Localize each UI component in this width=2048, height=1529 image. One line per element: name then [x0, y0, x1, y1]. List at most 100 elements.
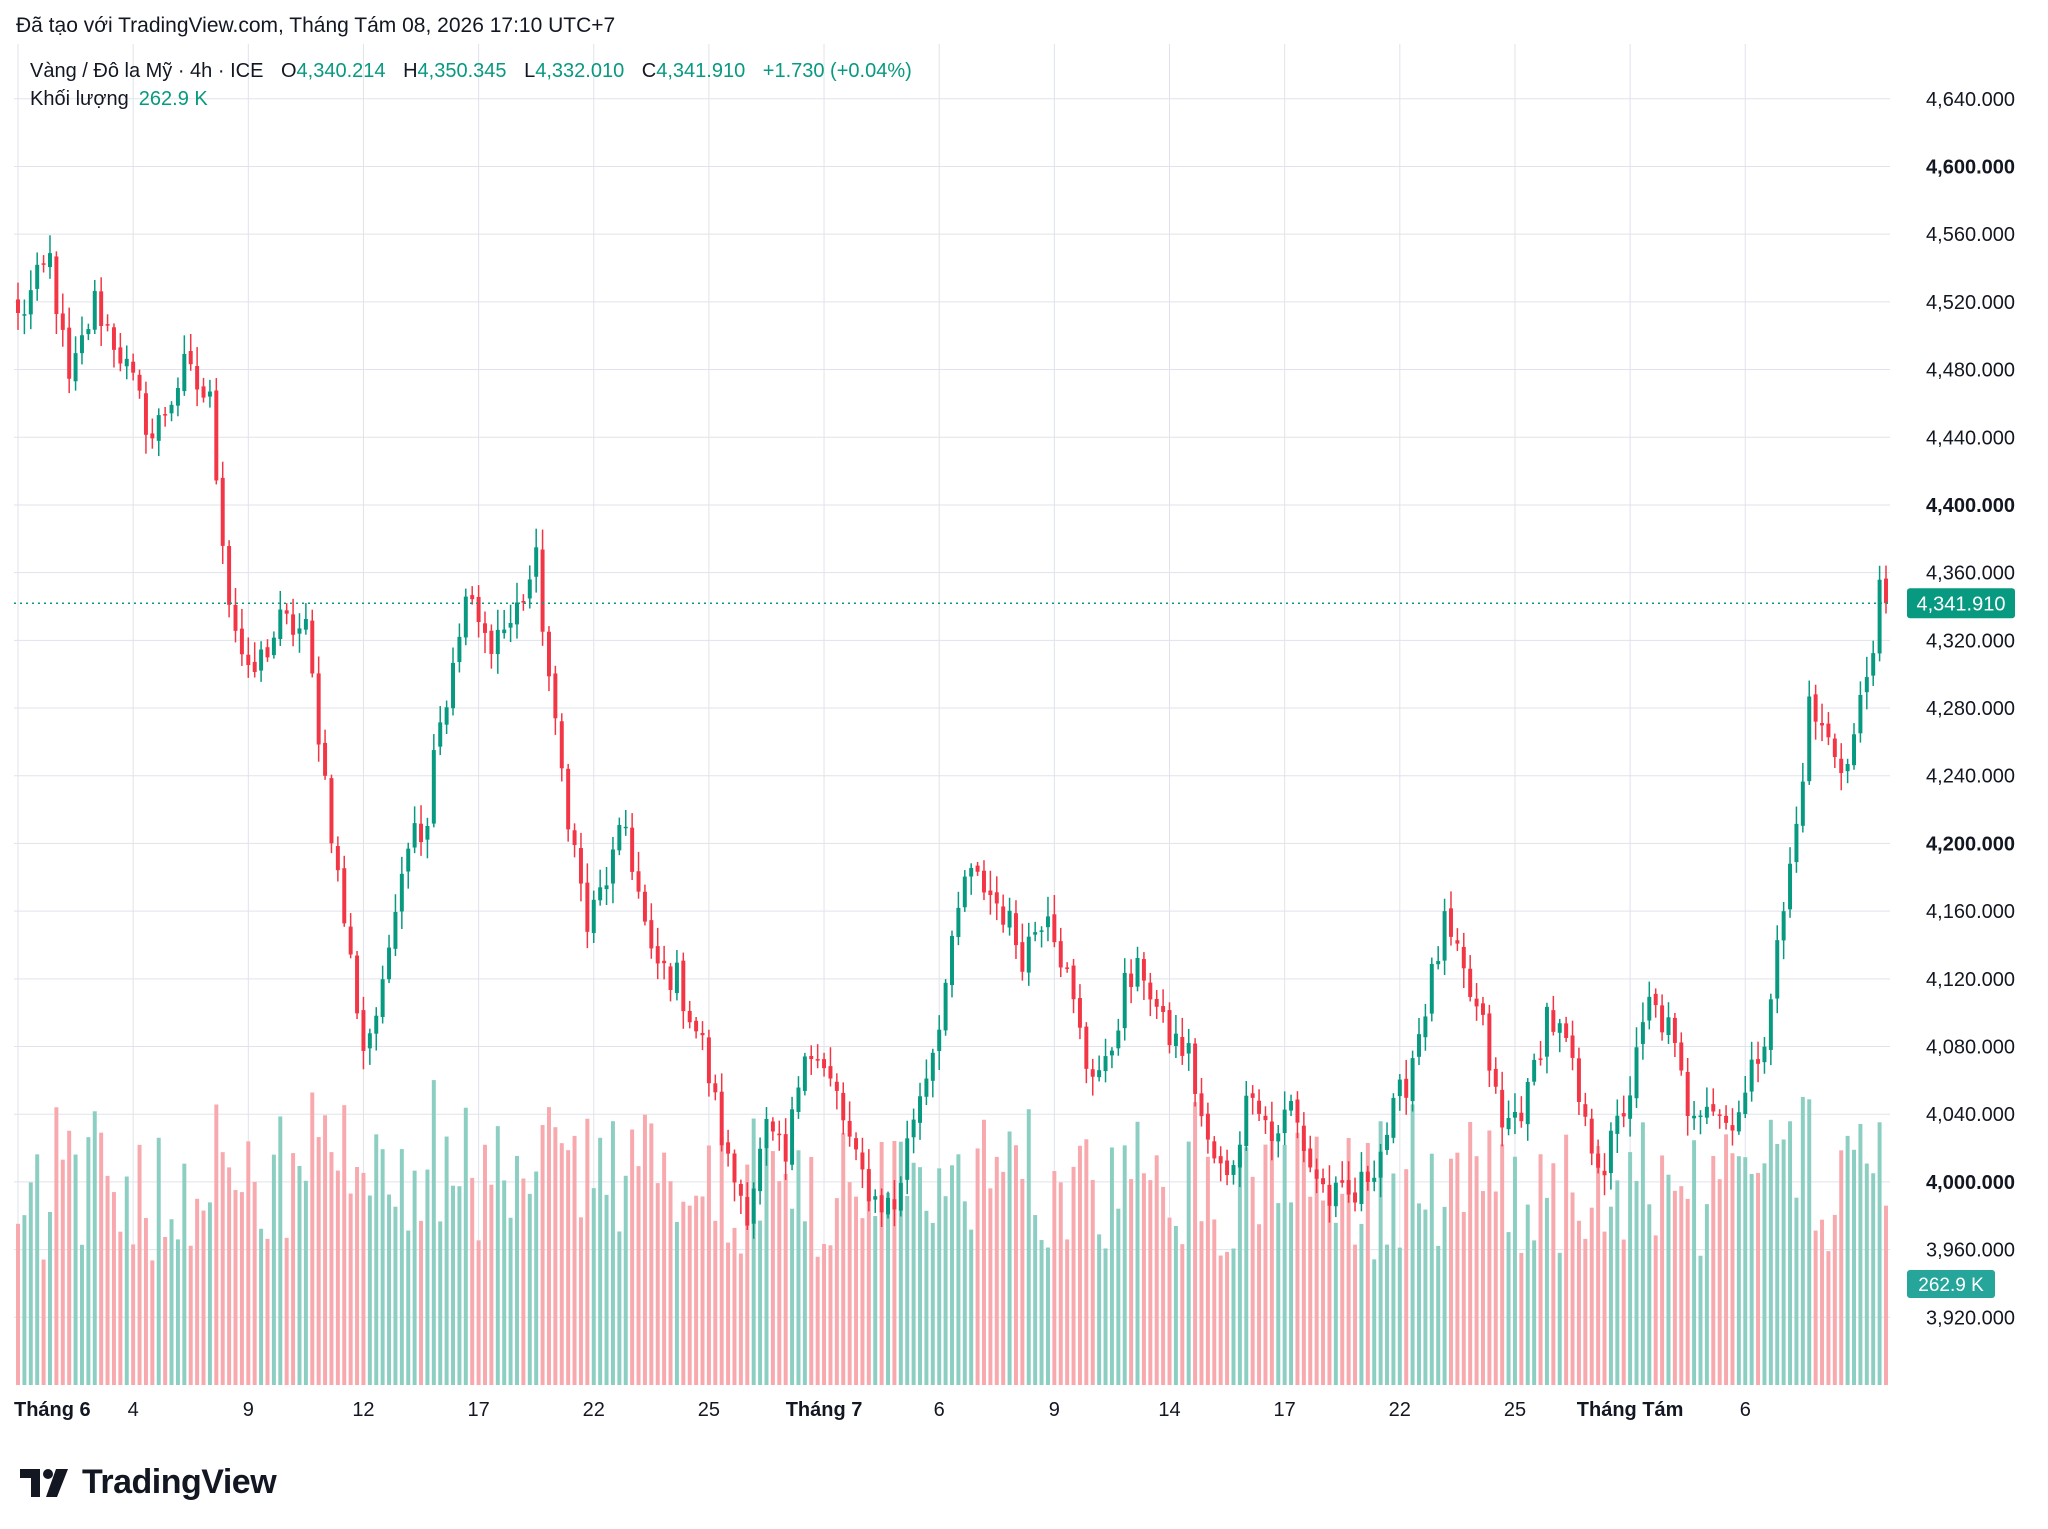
candle-body[interactable]	[1884, 578, 1888, 604]
candle-body[interactable]	[1724, 1115, 1729, 1123]
candle-body[interactable]	[1295, 1099, 1300, 1123]
candle-body[interactable]	[1193, 1043, 1198, 1094]
candle-body[interactable]	[527, 579, 532, 599]
candle-body[interactable]	[1461, 946, 1466, 969]
candle-body[interactable]	[1608, 1130, 1613, 1174]
candle-body[interactable]	[1474, 998, 1479, 1007]
candle-body[interactable]	[1813, 694, 1818, 722]
candle-body[interactable]	[1634, 1047, 1639, 1099]
candle-body[interactable]	[578, 848, 583, 884]
candle-body[interactable]	[1449, 908, 1453, 937]
candle-body[interactable]	[316, 673, 321, 745]
candle-body[interactable]	[617, 824, 622, 851]
candle-body[interactable]	[1385, 1134, 1389, 1150]
candle-body[interactable]	[969, 867, 974, 877]
candle-body[interactable]	[246, 654, 251, 666]
candle-body[interactable]	[828, 1066, 833, 1079]
candle-body[interactable]	[1845, 764, 1850, 772]
candle-body[interactable]	[1237, 1144, 1242, 1168]
candle-body[interactable]	[630, 827, 635, 872]
candle-body[interactable]	[559, 721, 564, 769]
candle-body[interactable]	[1672, 1017, 1677, 1043]
candle-body[interactable]	[687, 1010, 692, 1023]
candle-body[interactable]	[879, 1195, 884, 1213]
candle-body[interactable]	[150, 433, 155, 439]
candle-body[interactable]	[1576, 1058, 1581, 1102]
candle-body[interactable]	[137, 374, 142, 391]
candle-body[interactable]	[1404, 1078, 1409, 1098]
candle-body[interactable]	[790, 1109, 795, 1165]
candle-body[interactable]	[1480, 1003, 1485, 1015]
candle-body[interactable]	[419, 823, 424, 843]
candle-body[interactable]	[1468, 968, 1473, 997]
candle-body[interactable]	[770, 1121, 775, 1132]
candle-body[interactable]	[399, 873, 404, 912]
candle-body[interactable]	[169, 404, 174, 414]
candle-body[interactable]	[1365, 1171, 1370, 1183]
candle-body[interactable]	[1538, 1058, 1543, 1060]
candle-body[interactable]	[1033, 932, 1038, 935]
candle-body[interactable]	[655, 946, 660, 964]
candle-body[interactable]	[163, 414, 168, 416]
candle-body[interactable]	[476, 596, 481, 623]
candle-body[interactable]	[1775, 940, 1780, 999]
candle-body[interactable]	[738, 1183, 743, 1196]
candle-body[interactable]	[956, 907, 961, 938]
candle-body[interactable]	[438, 722, 443, 747]
candle-body[interactable]	[1135, 958, 1140, 987]
candle-body[interactable]	[35, 264, 40, 289]
candle-body[interactable]	[975, 865, 980, 872]
candle-body[interactable]	[1544, 1006, 1549, 1057]
candle-body[interactable]	[271, 637, 276, 656]
candle-body[interactable]	[1698, 1115, 1703, 1118]
candle-body[interactable]	[1762, 1046, 1767, 1063]
candle-body[interactable]	[156, 415, 161, 441]
candle-body[interactable]	[1417, 1034, 1421, 1057]
candle-body[interactable]	[860, 1152, 865, 1170]
candle-body[interactable]	[457, 636, 462, 663]
candle-body[interactable]	[1333, 1182, 1338, 1207]
candle-body[interactable]	[1685, 1071, 1690, 1116]
candle-body[interactable]	[1180, 1037, 1185, 1056]
candle-body[interactable]	[1781, 911, 1786, 941]
candle-body[interactable]	[1800, 781, 1805, 826]
candle-body[interactable]	[988, 890, 993, 896]
candle-body[interactable]	[636, 871, 641, 892]
candle-body[interactable]	[1602, 1170, 1607, 1176]
candle-body[interactable]	[1141, 959, 1146, 981]
volume-label[interactable]: Khối lượng	[30, 88, 129, 110]
candle-body[interactable]	[1564, 1023, 1569, 1038]
candle-body[interactable]	[930, 1052, 935, 1081]
candle-body[interactable]	[348, 926, 353, 955]
candle-body[interactable]	[1570, 1035, 1575, 1058]
candle-body[interactable]	[566, 768, 571, 830]
candle-body[interactable]	[1205, 1113, 1210, 1140]
symbol-title[interactable]: Vàng / Đô la Mỹ · 4h · ICE	[30, 60, 264, 82]
candles[interactable]	[16, 235, 1888, 1239]
candle-body[interactable]	[1858, 694, 1863, 734]
candle-body[interactable]	[713, 1083, 718, 1093]
candle-body[interactable]	[1839, 758, 1844, 774]
candle-body[interactable]	[1506, 1117, 1511, 1130]
candle-body[interactable]	[1109, 1050, 1114, 1056]
candle-body[interactable]	[182, 353, 187, 392]
candle-body[interactable]	[1186, 1043, 1191, 1054]
candle-body[interactable]	[1500, 1089, 1505, 1128]
candle-body[interactable]	[118, 347, 123, 364]
candle-body[interactable]	[1864, 677, 1869, 693]
candle-body[interactable]	[1269, 1121, 1274, 1141]
candle-body[interactable]	[470, 595, 475, 600]
candle-body[interactable]	[1308, 1148, 1313, 1168]
candle-body[interactable]	[28, 290, 33, 315]
candle-body[interactable]	[1301, 1125, 1306, 1151]
candle-body[interactable]	[1199, 1093, 1204, 1117]
candle-body[interactable]	[1346, 1180, 1351, 1195]
candle-body[interactable]	[41, 263, 46, 265]
candle-body[interactable]	[259, 649, 264, 671]
candle-body[interactable]	[291, 614, 296, 635]
candle-body[interactable]	[1551, 1010, 1556, 1032]
candle-body[interactable]	[1314, 1169, 1319, 1179]
candle-body[interactable]	[1532, 1059, 1537, 1082]
candle-body[interactable]	[1647, 996, 1652, 1021]
candle-body[interactable]	[143, 393, 148, 435]
